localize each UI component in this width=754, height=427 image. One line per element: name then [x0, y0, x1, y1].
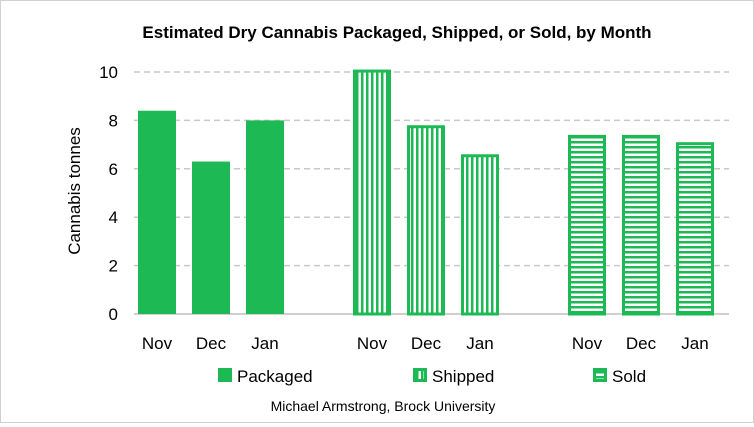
bar-packaged-dec — [192, 161, 230, 314]
y-tick-label: 2 — [109, 257, 118, 276]
legend-label-shipped: Shipped — [432, 367, 494, 386]
x-tick-label: Jan — [681, 334, 708, 353]
legend-label-packaged: Packaged — [237, 367, 313, 386]
bar-sold-dec — [622, 134, 660, 316]
y-axis-label: Cannabis tonnes — [65, 127, 84, 255]
bar-sold-jan — [676, 142, 714, 316]
legend-label-sold: Sold — [612, 367, 646, 386]
x-tick-label: Nov — [357, 334, 388, 353]
bar-shipped-jan — [461, 154, 499, 316]
y-tick-labels: 0 2 4 6 8 10 — [99, 63, 118, 324]
x-tick-label: Dec — [196, 334, 227, 353]
x-tick-label: Dec — [626, 334, 657, 353]
x-tick-labels: Nov Dec Jan Nov Dec Jan Nov Dec Jan — [142, 334, 709, 353]
x-tick-label: Nov — [142, 334, 173, 353]
bars — [138, 69, 714, 316]
legend-swatch-sold — [593, 368, 607, 382]
y-tick-label: 6 — [109, 160, 118, 179]
bar-packaged-nov — [138, 110, 176, 314]
credit-text: Michael Armstrong, Brock University — [271, 398, 496, 414]
x-tick-label: Jan — [251, 334, 278, 353]
x-tick-label: Dec — [411, 334, 442, 353]
chart-title: Estimated Dry Cannabis Packaged, Shipped… — [142, 23, 651, 42]
bar-shipped-nov — [353, 69, 391, 316]
bar-shipped-dec — [407, 125, 445, 316]
bar-sold-nov — [568, 134, 606, 316]
y-tick-label: 4 — [109, 208, 118, 227]
legend: Packaged Shipped Sold — [218, 367, 646, 386]
y-tick-label: 10 — [99, 63, 118, 82]
y-tick-label: 0 — [109, 305, 118, 324]
legend-swatch-packaged — [218, 368, 232, 382]
x-tick-label: Jan — [466, 334, 493, 353]
legend-swatch-shipped — [413, 368, 427, 382]
x-tick-label: Nov — [572, 334, 603, 353]
bar-packaged-jan — [246, 120, 284, 315]
y-tick-label: 8 — [109, 111, 118, 130]
